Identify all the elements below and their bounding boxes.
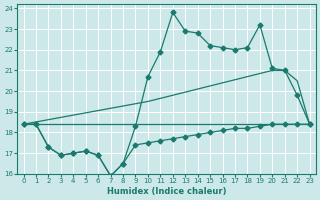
X-axis label: Humidex (Indice chaleur): Humidex (Indice chaleur) — [107, 187, 226, 196]
